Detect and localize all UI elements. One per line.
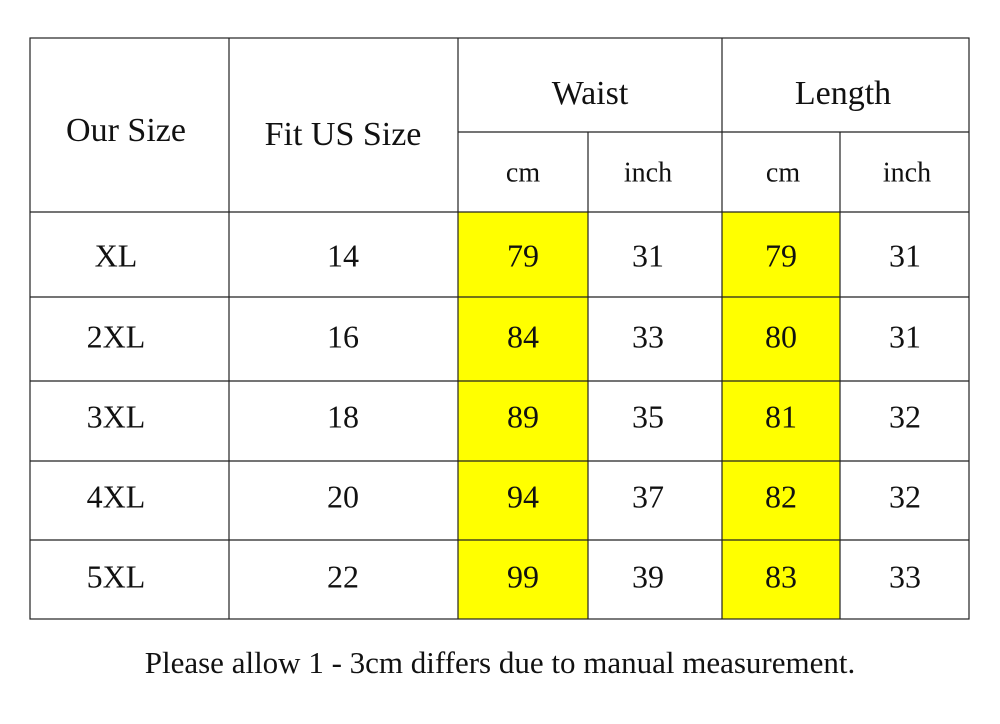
table-cell: 32 xyxy=(889,398,921,434)
table-cell: 3XL xyxy=(87,398,146,434)
table-cell: 33 xyxy=(632,318,664,354)
table-cell: 94 xyxy=(507,478,539,514)
table-cell: XL xyxy=(95,237,138,273)
table-cell: 31 xyxy=(632,237,664,273)
table-cell: 20 xyxy=(327,478,359,514)
header-waist: Waist xyxy=(552,75,629,112)
table-cell: 14 xyxy=(327,237,359,273)
table-cell: 18 xyxy=(327,398,359,434)
waist-cm-highlight xyxy=(458,212,588,619)
header-length: Length xyxy=(795,75,891,112)
unit-label: inch xyxy=(624,157,672,188)
table-grid xyxy=(29,37,970,620)
footnote: Please allow 1 - 3cm differs due to manu… xyxy=(145,645,856,680)
unit-label: cm xyxy=(506,157,540,188)
table-border xyxy=(29,37,970,620)
header-fit-us-size: Fit US Size xyxy=(265,116,422,153)
table-cell: 79 xyxy=(765,237,797,273)
highlights xyxy=(458,212,840,619)
table-cell: 35 xyxy=(632,398,664,434)
table-cell: 39 xyxy=(632,558,664,594)
table-cell: 31 xyxy=(889,237,921,273)
table-cell: 2XL xyxy=(87,318,146,354)
table-cell: 33 xyxy=(889,558,921,594)
table-cell: 31 xyxy=(889,318,921,354)
table-cell: 81 xyxy=(765,398,797,434)
table-cell: 79 xyxy=(507,237,539,273)
table-cell: 22 xyxy=(327,558,359,594)
unit-label: inch xyxy=(883,157,931,188)
table-cell: 4XL xyxy=(87,478,146,514)
table-cell: 82 xyxy=(765,478,797,514)
table-cell: 37 xyxy=(632,478,664,514)
table-cell: 80 xyxy=(765,318,797,354)
length-cm-highlight xyxy=(722,212,840,619)
header-our-size: Our Size xyxy=(66,112,186,149)
table-cell: 5XL xyxy=(87,558,146,594)
table-cell: 99 xyxy=(507,558,539,594)
unit-label: cm xyxy=(766,157,800,188)
table-cell: 89 xyxy=(507,398,539,434)
table-cell: 32 xyxy=(889,478,921,514)
table-cell: 84 xyxy=(507,318,539,354)
table-cell: 83 xyxy=(765,558,797,594)
table-cell: 16 xyxy=(327,318,359,354)
